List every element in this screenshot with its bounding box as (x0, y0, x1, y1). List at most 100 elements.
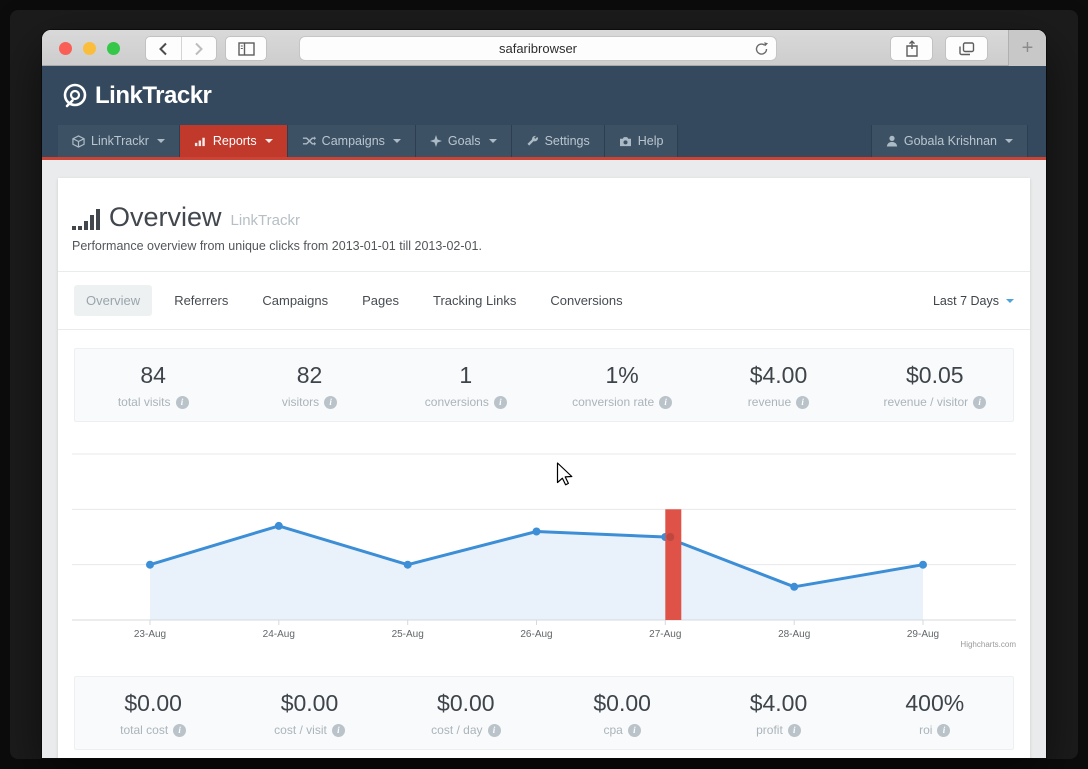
browser-toolbar: safaribrowser + (42, 30, 1046, 66)
svg-text:26-Aug: 26-Aug (520, 629, 552, 640)
stat-cost-per-visit: $0.00 cost / visit i (231, 677, 387, 749)
nav-label: Settings (544, 134, 590, 148)
visits-chart[interactable]: 23-Aug 24-Aug 25-Aug 26-Aug 27-Aug 28-Aug 29-A… (58, 432, 1030, 664)
close-window-button[interactable] (59, 42, 72, 55)
share-button[interactable] (890, 36, 933, 61)
chevron-right-icon (195, 42, 203, 55)
mouse-cursor (556, 462, 576, 487)
sidebar-toggle-button[interactable] (225, 36, 267, 61)
back-button[interactable] (146, 37, 181, 60)
tab-overview[interactable]: Overview (74, 285, 153, 316)
tab-tracking-links[interactable]: Tracking Links (433, 293, 517, 308)
share-icon (905, 40, 918, 57)
caret-down-icon (1005, 139, 1013, 143)
tab-overview-button[interactable] (945, 36, 988, 61)
address-bar[interactable]: safaribrowser (299, 36, 777, 61)
info-icon[interactable]: i (627, 723, 641, 737)
info-icon[interactable]: i (175, 395, 189, 409)
stat-total-visits: 84 total visits i (75, 349, 231, 421)
info-icon[interactable]: i (659, 395, 673, 409)
svg-text:25-Aug: 25-Aug (392, 629, 424, 640)
nav-item-reports[interactable]: Reports (179, 125, 288, 157)
nav-label: LinkTrackr (91, 134, 149, 148)
minimize-window-button[interactable] (83, 42, 96, 55)
info-icon[interactable]: i (324, 395, 338, 409)
tab-campaigns[interactable]: Campaigns (262, 293, 329, 308)
nav-item-linktrackr[interactable]: LinkTrackr (58, 125, 180, 157)
stat-roi: 400% roi i (905, 690, 965, 737)
info-icon[interactable]: i (937, 723, 951, 737)
page-title-block: Overview LinkTrackr Performance overview… (58, 178, 1030, 271)
nav-item-goals[interactable]: Goals (415, 125, 512, 157)
cube-icon (72, 134, 85, 148)
stat-revenue-per-visitor: $0.05 revenue / visitor i (857, 349, 1013, 421)
info-icon[interactable]: i (493, 395, 507, 409)
nav-item-campaigns[interactable]: Campaigns (287, 125, 416, 157)
nav-item-settings[interactable]: Settings (511, 125, 605, 157)
info-icon[interactable]: i (487, 723, 501, 737)
svg-text:24-Aug: 24-Aug (263, 629, 295, 640)
info-icon[interactable]: i (787, 723, 801, 737)
page-title-suffix: LinkTrackr (230, 212, 300, 229)
goals-star-icon (429, 135, 442, 147)
stat-cpa: $0.00 cpa i (593, 690, 651, 737)
plus-icon: + (1021, 36, 1034, 59)
tab-pages[interactable]: Pages (362, 293, 400, 308)
page-subtitle: Performance overview from unique clicks … (72, 239, 482, 253)
date-range-label: Last 7 Days (932, 293, 999, 308)
user-name: Gobala Krishnan (903, 134, 997, 148)
nav-label: Help (637, 134, 664, 148)
stats-bottom-bar: $0.00 total cost i $0.00 cost / visit i $0… (74, 676, 1014, 750)
stat-conversion-rate: 1% conversion rate i (544, 349, 700, 421)
stats-top-bar: 84 total visits i 82 visitors i 1 conversi… (74, 348, 1014, 422)
highcharts-credit: Highcharts.com (960, 640, 1016, 649)
nav-label: Campaigns (321, 134, 385, 148)
site-header: LinkTrackr LinkTrackr Reports (42, 66, 1046, 160)
stat-visitors: 82 visitors i (231, 349, 387, 421)
svg-text:29-Aug: 29-Aug (907, 629, 939, 640)
caret-down-icon (156, 139, 165, 143)
svg-text:28-Aug: 28-Aug (778, 629, 810, 640)
page-body: Overview LinkTrackr Performance overview… (42, 160, 1046, 758)
page-title: Overview (109, 202, 222, 232)
info-icon[interactable]: i (331, 723, 345, 737)
stat-revenue: $4.00 revenue i (747, 362, 810, 409)
zoom-window-button[interactable] (107, 42, 120, 55)
bar-chart-title-icon (72, 209, 100, 230)
caret-down-icon (488, 139, 497, 143)
safari-window: safaribrowser + (42, 30, 1046, 758)
user-menu[interactable]: Gobala Krishnan (870, 125, 1028, 157)
svg-text:23-Aug: 23-Aug (134, 629, 166, 640)
sidebar-icon (237, 41, 255, 56)
brand-logo[interactable]: LinkTrackr (42, 66, 1046, 125)
address-bar-text: safaribrowser (498, 41, 578, 56)
svg-text:27-Aug: 27-Aug (649, 629, 681, 640)
caret-down-icon (264, 139, 273, 143)
tab-referrers[interactable]: Referrers (174, 293, 229, 308)
main-nav: LinkTrackr Reports Campaigns (42, 125, 1046, 157)
nav-label: Goals (447, 134, 481, 148)
stat-total-cost: $0.00 total cost i (75, 677, 231, 749)
tabs-overview-icon (958, 41, 974, 55)
brand-name: LinkTrackr (95, 81, 212, 109)
nav-item-help[interactable]: Help (604, 125, 679, 157)
info-icon[interactable]: i (173, 723, 187, 737)
history-nav-group (145, 36, 217, 61)
info-icon[interactable]: i (796, 395, 810, 409)
caret-down-icon (1006, 298, 1014, 303)
user-icon (886, 135, 898, 147)
tab-conversions[interactable]: Conversions (550, 293, 623, 308)
new-tab-button[interactable]: + (1008, 30, 1046, 66)
forward-button[interactable] (180, 37, 217, 60)
stat-cost-per-day: $0.00 cost / day i (388, 677, 544, 749)
camera-icon (619, 136, 632, 147)
shuffle-icon (302, 135, 316, 147)
caret-down-icon (392, 139, 401, 143)
info-icon[interactable]: i (973, 395, 987, 409)
report-tabs: Overview Referrers Campaigns Pages Track… (58, 272, 1030, 330)
reload-button[interactable] (754, 41, 769, 57)
wrench-icon (526, 135, 539, 148)
date-range-dropdown[interactable]: Last 7 Days (933, 294, 1014, 308)
nav-label: Reports (212, 134, 257, 148)
stat-profit: $4.00 profit i (749, 690, 808, 737)
